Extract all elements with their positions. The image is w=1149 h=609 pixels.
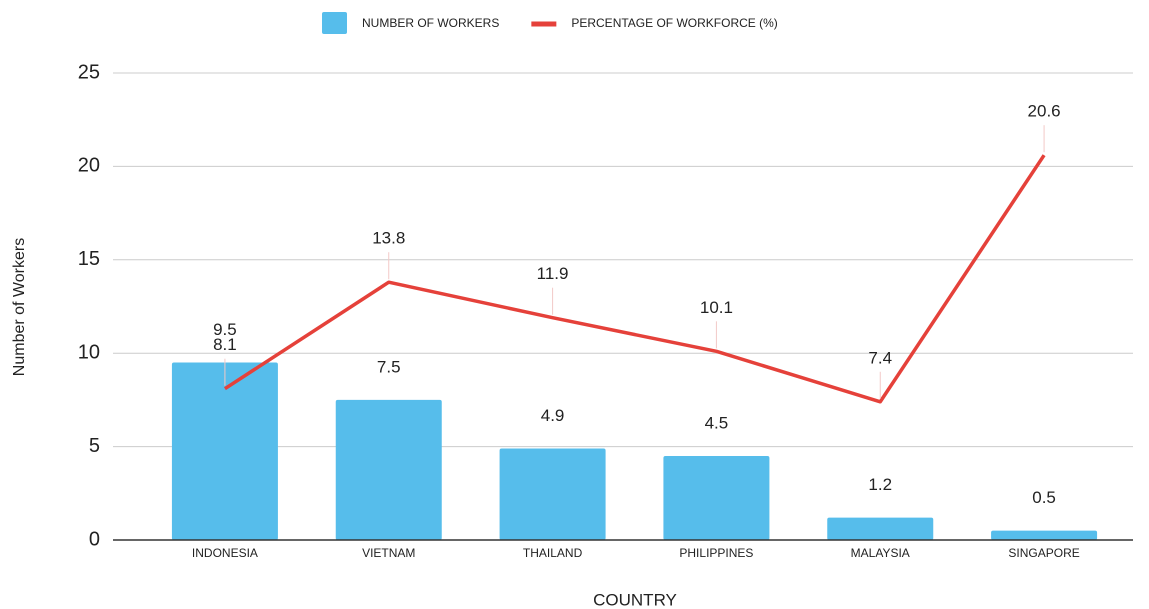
- y-tick-label: 15: [78, 248, 100, 270]
- bar-value-label: 7.5: [377, 357, 401, 376]
- bar: [991, 530, 1098, 540]
- legend-label: PERCENTAGE OF WORKFORCE (%): [571, 16, 777, 30]
- x-tick-label: THAILAND: [523, 546, 583, 560]
- bar: [171, 362, 278, 540]
- y-tick-label: 0: [89, 528, 100, 550]
- bar-value-label: 1.2: [868, 475, 892, 494]
- x-tick-label: MALAYSIA: [851, 546, 910, 560]
- y-tick-label: 5: [89, 435, 100, 457]
- x-tick-label: INDONESIA: [192, 546, 258, 560]
- bar-value-label: 9.5: [213, 320, 237, 339]
- legend-label: NUMBER OF WORKERS: [362, 16, 499, 30]
- bar: [827, 517, 934, 540]
- bar: [663, 455, 770, 540]
- x-tick-label: VIETNAM: [362, 546, 415, 560]
- y-tick-label: 10: [78, 341, 100, 363]
- line-value-label: 8.1: [213, 335, 237, 354]
- bar: [335, 399, 442, 540]
- x-tick-label: SINGAPORE: [1008, 546, 1079, 560]
- bar: [499, 448, 606, 540]
- line-value-label: 13.8: [372, 229, 405, 248]
- bar-value-label: 4.9: [541, 406, 565, 425]
- y-axis-label: Number of Workers: [11, 238, 28, 376]
- legend-swatch: [322, 12, 347, 34]
- line: [223, 154, 1046, 404]
- bar-value-label: 0.5: [1032, 488, 1056, 507]
- y-tick-label: 20: [78, 155, 100, 177]
- line-value-label: 11.9: [537, 264, 569, 283]
- line-value-label: 10.1: [700, 298, 733, 317]
- bar-value-label: 4.5: [705, 413, 729, 432]
- x-tick-label: PHILIPPINES: [679, 546, 753, 560]
- line-value-label: 20.6: [1028, 102, 1061, 121]
- x-axis-label: COUNTRY: [593, 590, 677, 609]
- y-tick-label: 25: [78, 61, 100, 83]
- line-value-label: 7.4: [868, 348, 892, 367]
